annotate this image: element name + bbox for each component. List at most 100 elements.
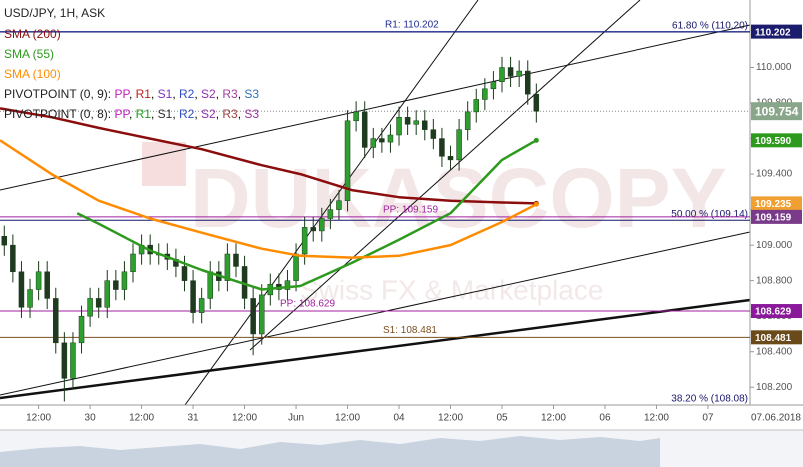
- candle-body: [78, 315, 85, 344]
- candle-body: [121, 271, 128, 290]
- candle-body: [430, 129, 437, 139]
- legend-pivot-item: R1: [136, 107, 152, 121]
- legend-pivot-item: ,: [194, 87, 201, 101]
- price-tag-label: 109.590: [755, 136, 792, 147]
- x-tick-label: 12:00: [644, 413, 669, 424]
- legend-pivot-item: S3: [244, 107, 259, 121]
- candle-body: [422, 120, 428, 130]
- trend-line: [0, 298, 751, 400]
- candle-body: [27, 289, 33, 308]
- x-tick-label: 07: [702, 413, 714, 424]
- fib-label: 50.00 % (109.14): [671, 209, 748, 220]
- legend-pivot-item: R1: [136, 87, 152, 101]
- x-tick-label: Jun: [288, 413, 304, 424]
- legend-pivot-item: PP: [114, 87, 130, 101]
- legend-pivot-item: ,: [151, 87, 158, 101]
- candle-body: [224, 253, 231, 281]
- candle-body: [482, 88, 488, 100]
- candle-body: [456, 129, 462, 161]
- x-tick-label: 06: [599, 413, 611, 424]
- legend-pivot-item: ,: [151, 107, 158, 121]
- legend-entry: SMA (200): [4, 27, 61, 41]
- candle-body: [44, 271, 50, 299]
- legend-title: USD/JPY, 1H, ASK: [4, 6, 105, 20]
- y-tick-label: 109.400: [756, 169, 793, 180]
- x-tick-label: 30: [85, 413, 97, 424]
- legend-pivot-item: ,: [238, 107, 245, 121]
- legend-pivot-item: R3: [222, 87, 238, 101]
- legend-pivot-item: S2: [201, 107, 216, 121]
- legend-pivot-item: ,: [129, 87, 136, 101]
- watermark: DUKASCOPY Swiss FX & Marketplace: [142, 142, 727, 305]
- legend-pivot-prefix: PIVOTPOINT (0, 8):: [4, 107, 114, 121]
- candle-body: [310, 227, 316, 232]
- fib-label: 61.80 % (110.20): [672, 21, 748, 32]
- candle-body: [10, 244, 16, 273]
- pivot-label: PP: 108.629: [280, 299, 335, 310]
- candle-body: [447, 156, 454, 161]
- candle-body: [344, 120, 351, 201]
- candle-body: [473, 99, 480, 113]
- legend-pivot-prefix: PIVOTPOINT (0, 9):: [4, 87, 114, 101]
- price-tag-label: 109.754: [755, 104, 799, 118]
- candle-body: [250, 298, 256, 335]
- price-tag-label: 110.202: [755, 27, 791, 38]
- legend-pivot-item: ,: [194, 107, 201, 121]
- candle-body: [507, 67, 514, 77]
- legend-pivot: PIVOTPOINT (0, 8): PP, R1, S1, R2, S2, R…: [4, 107, 259, 121]
- candle-body: [258, 294, 265, 335]
- legend-pivot-item: S1: [158, 87, 173, 101]
- trend-lines: [0, 0, 751, 406]
- candle-body: [284, 280, 291, 290]
- x-tick-label: 12:00: [232, 413, 257, 424]
- legend-pivot-item: S2: [201, 87, 216, 101]
- legend-pivot-item: ,: [172, 107, 179, 121]
- candle-body: [70, 342, 76, 379]
- price-tag: [751, 196, 802, 211]
- y-tick-label: 108.400: [756, 346, 793, 357]
- legend-pivot-item: S1: [158, 107, 173, 121]
- legend-pivot-item: ,: [129, 107, 136, 121]
- navigator: [0, 429, 803, 467]
- candle-body: [361, 111, 368, 148]
- price-tag: [751, 209, 802, 224]
- candle-body: [413, 120, 419, 125]
- legend-pivot-item: S3: [244, 87, 259, 101]
- candle-body: [533, 93, 540, 112]
- navigator-area: [0, 436, 660, 467]
- price-tag-label: 108.629: [755, 307, 792, 318]
- candle-body: [181, 266, 188, 281]
- x-tick-label: 04: [393, 413, 405, 424]
- candle-body: [490, 81, 497, 90]
- x-tick-label: 12:00: [335, 413, 360, 424]
- sma-end: [533, 137, 539, 143]
- candle-body: [396, 116, 402, 136]
- candle-body: [439, 138, 445, 157]
- sma-end: [533, 201, 539, 207]
- candle-body: [113, 280, 119, 290]
- candle-body: [387, 134, 394, 143]
- legend-entry: SMA (55): [4, 47, 54, 61]
- x-tick-label: 05: [496, 413, 508, 424]
- trend-line: [0, 24, 751, 191]
- watermark-logo: [142, 142, 186, 186]
- candle-body: [464, 111, 471, 130]
- candle-body: [1, 236, 8, 246]
- price-tag-label: 109.235: [755, 199, 792, 210]
- x-tick-label: 12:00: [541, 413, 566, 424]
- y-tick-label: 108.200: [756, 382, 793, 393]
- sma-line: [0, 107, 537, 205]
- y-tick-label: 109.000: [756, 240, 793, 251]
- candle-body: [207, 271, 213, 299]
- fib-label: 38.20 % (108.08): [671, 394, 748, 405]
- price-tag-label: 109.159: [755, 213, 792, 224]
- candle-body: [499, 67, 505, 82]
- pivot-label: PP: 109.159: [383, 205, 438, 216]
- legend-entry: SMA (100): [4, 67, 61, 81]
- x-tick-label: 12:00: [26, 413, 51, 424]
- legend-pivot-item: ,: [172, 87, 179, 101]
- price-tag: [751, 304, 802, 319]
- watermark-text: DUKASCOPY: [190, 151, 727, 245]
- candle-body: [516, 70, 522, 77]
